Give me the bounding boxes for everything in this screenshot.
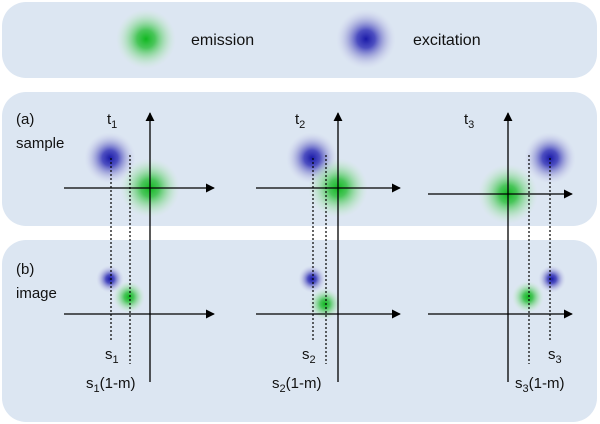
image-excitation-spot bbox=[538, 265, 566, 293]
excitation-legend-icon bbox=[336, 9, 396, 69]
column-3: t3 s3 s3(1-m) bbox=[428, 111, 576, 395]
image-emission-spot bbox=[113, 281, 145, 313]
image-emission-spot bbox=[309, 288, 341, 320]
s-label: s3 bbox=[548, 346, 562, 366]
sample-row-tag: (a) bbox=[16, 111, 34, 128]
image-row-tag: (b) bbox=[16, 261, 34, 278]
s-1m-label: s1(1-m) bbox=[86, 375, 135, 395]
excitation-legend-label: excitation bbox=[413, 32, 481, 49]
time-label: t2 bbox=[295, 111, 305, 131]
image-excitation-spot bbox=[298, 265, 326, 293]
s-1m-label: s3(1-m) bbox=[515, 375, 564, 395]
s-label: s2 bbox=[302, 346, 316, 366]
legend-panel bbox=[2, 2, 597, 78]
s-1m-label: s2(1-m) bbox=[272, 375, 321, 395]
column-2: t2 s2 s2(1-m) bbox=[256, 111, 401, 395]
emission-legend-icon bbox=[116, 9, 176, 69]
emission-legend-label: emission bbox=[191, 32, 254, 49]
column-1: t1 s1 s1(1-m) bbox=[64, 111, 215, 395]
image-row-label: image bbox=[16, 285, 57, 302]
time-label: t3 bbox=[464, 111, 474, 131]
time-label: t1 bbox=[107, 111, 117, 131]
s-label: s1 bbox=[105, 346, 119, 366]
image-emission-spot bbox=[512, 281, 544, 313]
image-excitation-spot bbox=[96, 265, 124, 293]
sample-excitation-spot bbox=[84, 132, 136, 184]
sample-row-label: sample bbox=[16, 135, 64, 152]
